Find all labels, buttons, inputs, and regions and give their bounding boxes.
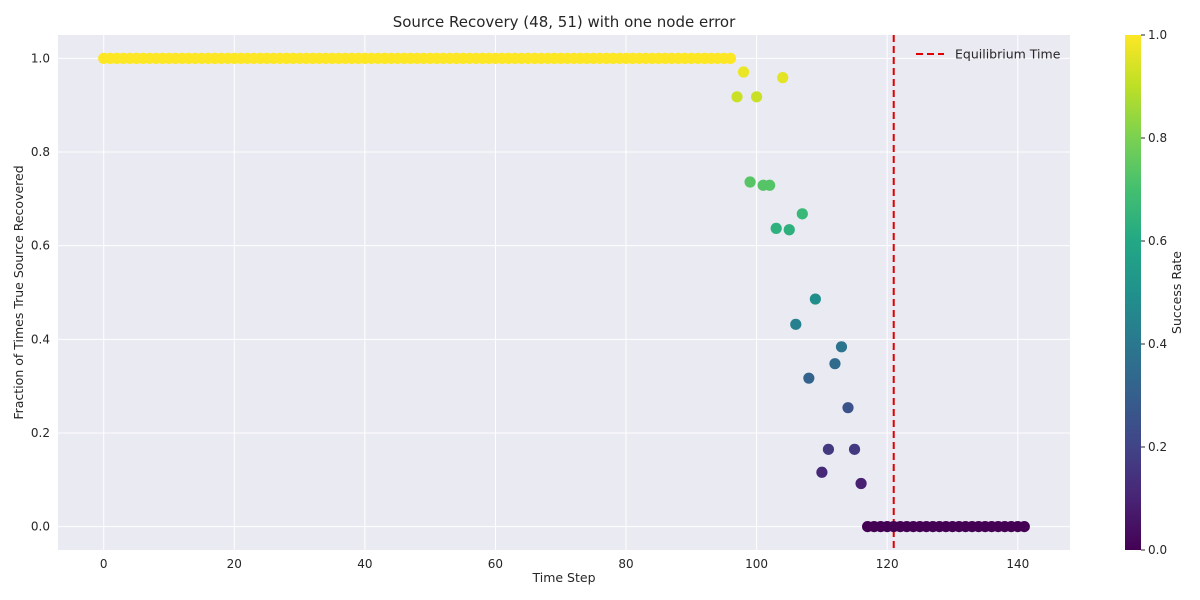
scatter-points: [98, 52, 1030, 533]
scatter-point: [803, 372, 815, 384]
y-axis-ticks: 0.0 0.2 0.4 0.6 0.8 1.0: [31, 51, 50, 533]
colorbar-tick-label: 0.6: [1148, 234, 1167, 248]
x-axis-ticks: 0 20 40 60 80 100 120 140: [100, 557, 1029, 571]
colorbar-ticks: 0.0 0.2 0.4 0.6 0.8 1.0: [1141, 28, 1167, 557]
scatter-point: [764, 179, 776, 191]
colorbar: [1125, 35, 1141, 550]
plot-area: [58, 35, 1070, 550]
x-tick-label: 80: [618, 557, 633, 571]
y-tick-label: 0.0: [31, 520, 50, 534]
scatter-point: [777, 72, 789, 84]
scatter-point: [737, 66, 750, 78]
scatter-point: [855, 477, 867, 490]
y-tick-label: 0.8: [31, 145, 50, 159]
scatter-point: [842, 402, 854, 414]
x-tick-label: 0: [100, 557, 108, 571]
y-tick-label: 0.4: [31, 332, 50, 346]
colorbar-tick-label: 0.4: [1148, 337, 1167, 351]
x-tick-label: 120: [876, 557, 899, 571]
colorbar-label: Success Rate: [1169, 251, 1184, 334]
x-tick-label: 140: [1006, 557, 1029, 571]
x-tick-label: 20: [227, 557, 242, 571]
scatter-point: [1018, 520, 1030, 533]
scatter-point: [744, 176, 756, 188]
scatter-point: [848, 443, 861, 455]
legend: Equilibrium Time: [916, 47, 1061, 62]
y-tick-label: 0.2: [31, 426, 50, 440]
x-tick-label: 40: [357, 557, 372, 571]
scatter-point: [816, 466, 828, 478]
chart-title: Source Recovery (48, 51) with one node e…: [393, 13, 736, 31]
scatter-point: [770, 222, 782, 234]
x-tick-label: 60: [488, 557, 503, 571]
colorbar-tick-label: 0.8: [1148, 131, 1167, 145]
scatter-point: [751, 91, 763, 103]
scatter-point: [809, 293, 821, 305]
scatter-point: [822, 443, 835, 455]
scatter-point: [835, 341, 848, 353]
scatter-point: [724, 52, 737, 65]
legend-label: Equilibrium Time: [955, 47, 1061, 62]
y-tick-label: 0.6: [31, 239, 50, 253]
colorbar-tick-label: 0.2: [1148, 440, 1167, 454]
scatter-point: [796, 208, 808, 220]
scatter-point: [731, 91, 743, 103]
colorbar-tick-label: 1.0: [1148, 28, 1167, 42]
x-tick-label: 100: [745, 557, 768, 571]
scatter-point: [783, 224, 795, 236]
y-axis-label: Fraction of Times True Source Recovered: [11, 165, 26, 419]
y-tick-label: 1.0: [31, 51, 50, 65]
scatter-point: [790, 318, 802, 330]
scatter-point: [829, 358, 841, 370]
colorbar-tick-label: 0.0: [1148, 543, 1167, 557]
x-axis-label: Time Step: [531, 570, 595, 585]
